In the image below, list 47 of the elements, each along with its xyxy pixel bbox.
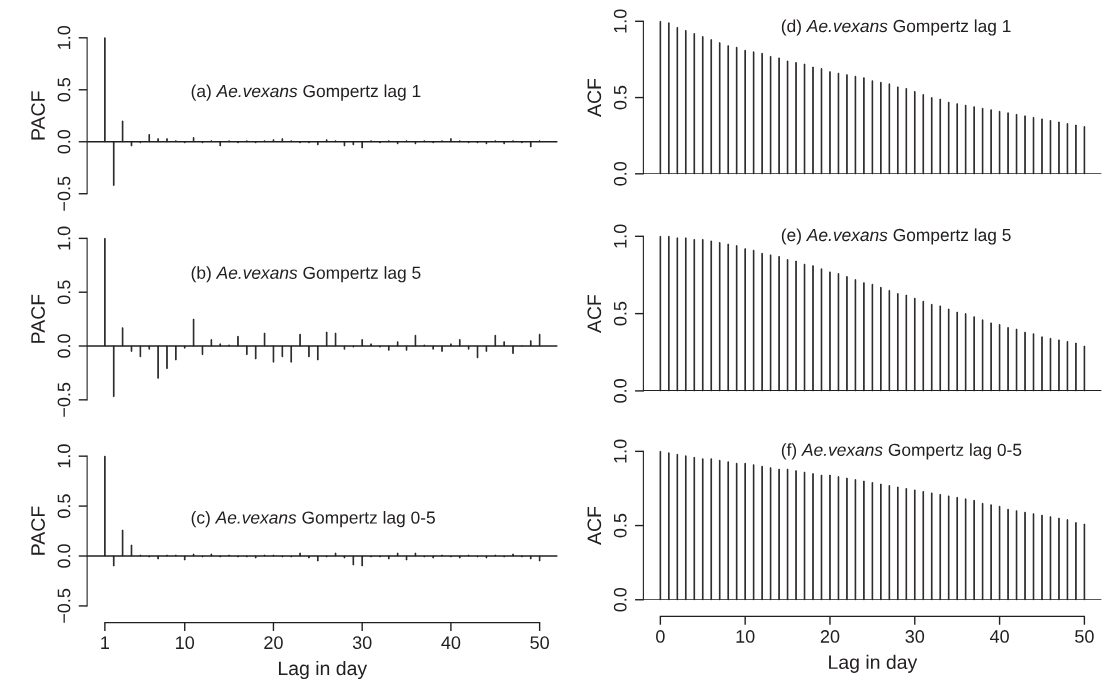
y-axis-title: ACF bbox=[587, 78, 602, 117]
x-tick-label: 10 bbox=[176, 636, 195, 650]
y-axis-title: PACF bbox=[31, 91, 45, 140]
y-tick-label: 0.5 bbox=[57, 77, 71, 102]
y-tick-label: −0.5 bbox=[57, 588, 71, 623]
x-tick-label: 1 bbox=[101, 636, 110, 649]
y-axis-title: PACF bbox=[31, 506, 45, 555]
chart-title: (f) Ae.vexans Gompertz lag 0-5 bbox=[781, 443, 1022, 460]
y-tick-label: 1.0 bbox=[57, 444, 71, 468]
y-tick-label: 0.5 bbox=[613, 513, 627, 538]
x-tick-label: 10 bbox=[736, 630, 755, 643]
chart-title: (e) Ae.vexans Gompertz lag 5 bbox=[781, 228, 1011, 245]
y-tick-label: −0.5 bbox=[57, 382, 71, 417]
x-tick-label: 50 bbox=[530, 636, 549, 650]
text: (b) Ae.vexans Gompertz lag 5 bbox=[191, 266, 421, 283]
y-axis-title: ACF bbox=[587, 506, 602, 545]
y-tick-label: 0.5 bbox=[57, 494, 71, 518]
y-tick-label: 0.0 bbox=[57, 544, 71, 568]
y-tick-label: 1.0 bbox=[613, 224, 627, 248]
y-tick-label: 0.5 bbox=[613, 85, 627, 110]
y-tick-label: 1.0 bbox=[613, 439, 627, 463]
y-tick-label: 1.0 bbox=[613, 9, 627, 33]
y-tick-label: 0.0 bbox=[57, 334, 71, 358]
x-axis-title: Lag in day bbox=[829, 654, 918, 673]
y-tick-label: 0.0 bbox=[57, 129, 71, 154]
y-tick-label: 0.0 bbox=[613, 161, 627, 186]
x-tick-label: 30 bbox=[352, 636, 372, 650]
x-tick-label: 40 bbox=[441, 636, 461, 650]
x-axis-title: Lag in day bbox=[278, 660, 368, 680]
y-tick-label: 1.0 bbox=[57, 226, 71, 250]
chart-title: (d) Ae.vexans Gompertz lag 1 bbox=[781, 19, 1011, 36]
y-tick-label: 0.5 bbox=[613, 301, 627, 326]
y-tick-label: 0.5 bbox=[57, 280, 71, 305]
x-tick-label: 50 bbox=[1075, 630, 1094, 643]
x-tick-label: 40 bbox=[989, 630, 1009, 643]
text: (a) Ae.vexans Gompertz lag 1 bbox=[191, 84, 421, 101]
x-tick-label: 20 bbox=[820, 630, 840, 643]
y-tick-label: 0.0 bbox=[613, 587, 627, 612]
y-axis-title: PACF bbox=[31, 294, 45, 343]
y-tick-label: 1.0 bbox=[57, 25, 71, 49]
x-tick-label: 0 bbox=[656, 630, 665, 643]
y-axis-title: ACF bbox=[587, 294, 602, 334]
y-tick-label: −0.5 bbox=[57, 176, 71, 211]
x-tick-label: 20 bbox=[264, 636, 283, 650]
y-tick-label: 0.0 bbox=[613, 379, 627, 403]
x-tick-label: 30 bbox=[905, 630, 925, 643]
text: (c) Ae.vexans Gompertz lag 0-5 bbox=[191, 510, 435, 528]
